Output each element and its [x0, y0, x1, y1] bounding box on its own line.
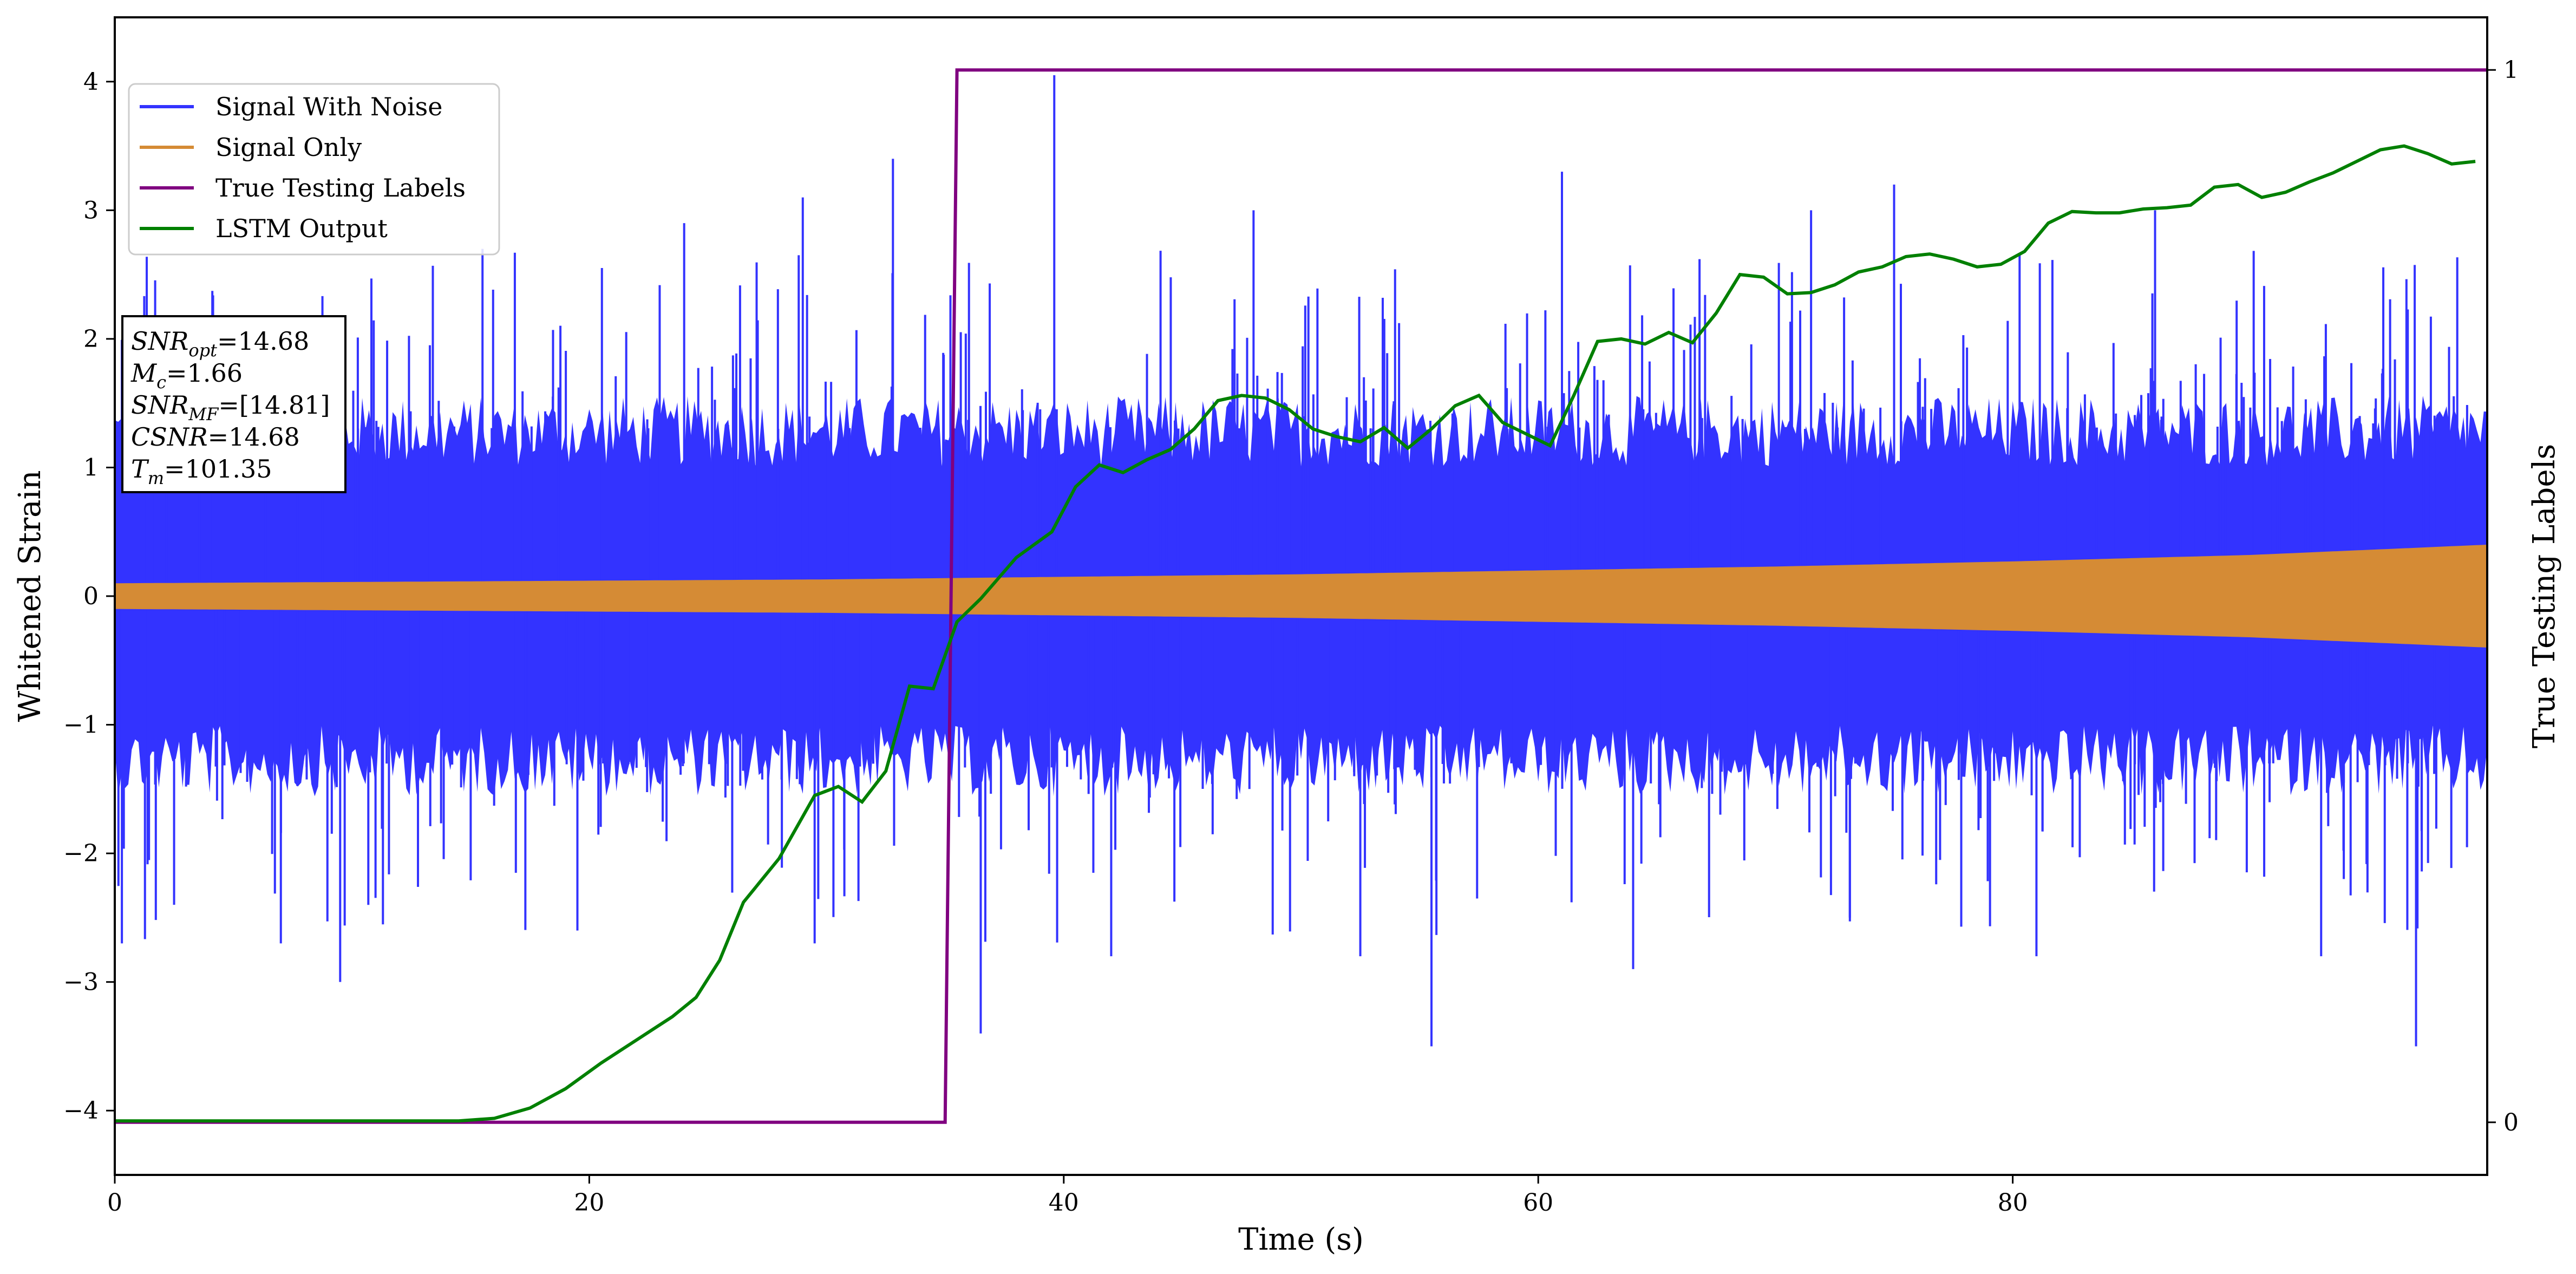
y-tick-label: −2	[63, 840, 99, 867]
y2-axis-ticks: 01	[2487, 56, 2519, 1136]
y-tick-label: −3	[63, 969, 99, 996]
annotation-line: Tm=101.35	[131, 454, 272, 488]
lstm-output-line	[115, 144, 2476, 1123]
annotation-frame	[121, 315, 346, 493]
y2-tick-label: 0	[2503, 1109, 2519, 1136]
y2-axis-label: True Testing Labels	[2527, 444, 2562, 748]
y2-tick-label: 1	[2503, 56, 2519, 84]
legend-frame	[128, 83, 500, 256]
annotation-line: SNRopt=14.68	[131, 326, 309, 361]
legend-label: True Testing Labels	[215, 173, 466, 202]
legend-label: Signal With Noise	[215, 92, 442, 121]
signal-only-band	[115, 545, 2487, 648]
x-tick-label: 80	[1998, 1189, 2028, 1217]
y-tick-label: −4	[63, 1097, 99, 1125]
legend-label: Signal Only	[215, 133, 362, 162]
y-tick-label: 2	[83, 325, 99, 353]
annotation-line: SNRMF=[14.81]	[131, 390, 330, 424]
x-tick-label: 0	[107, 1189, 122, 1217]
x-tick-label: 40	[1049, 1189, 1079, 1217]
true-testing-labels-line	[115, 68, 2487, 1124]
y-axis-ticks: −4 −3 −2 −1 0 1 2 3 4	[63, 68, 115, 1125]
annotation-box: SNRopt=14.68Mc=1.66SNRMF=[14.81]CSNR=14.…	[121, 315, 346, 493]
y-axis-label: Whitened Strain	[12, 470, 48, 722]
y-tick-label: 3	[83, 197, 99, 224]
legend: Signal With Noise Signal Only True Testing…	[128, 83, 500, 256]
y-tick-label: 0	[83, 583, 99, 610]
plot-area	[115, 68, 2487, 1124]
x-tick-label: 60	[1523, 1189, 1553, 1217]
x-axis-ticks: 0 20 40 60 80	[107, 1175, 2028, 1217]
y-tick-label: 1	[83, 454, 99, 481]
x-axis-label: Time (s)	[1238, 1222, 1364, 1257]
x-tick-label: 20	[574, 1189, 604, 1217]
annotation-line: CSNR=14.68	[131, 422, 300, 452]
annotation-line: Mc=1.66	[130, 358, 243, 393]
y-tick-label: −1	[63, 711, 99, 739]
y-tick-label: 4	[83, 68, 99, 96]
legend-label: LSTM Output	[215, 214, 388, 243]
